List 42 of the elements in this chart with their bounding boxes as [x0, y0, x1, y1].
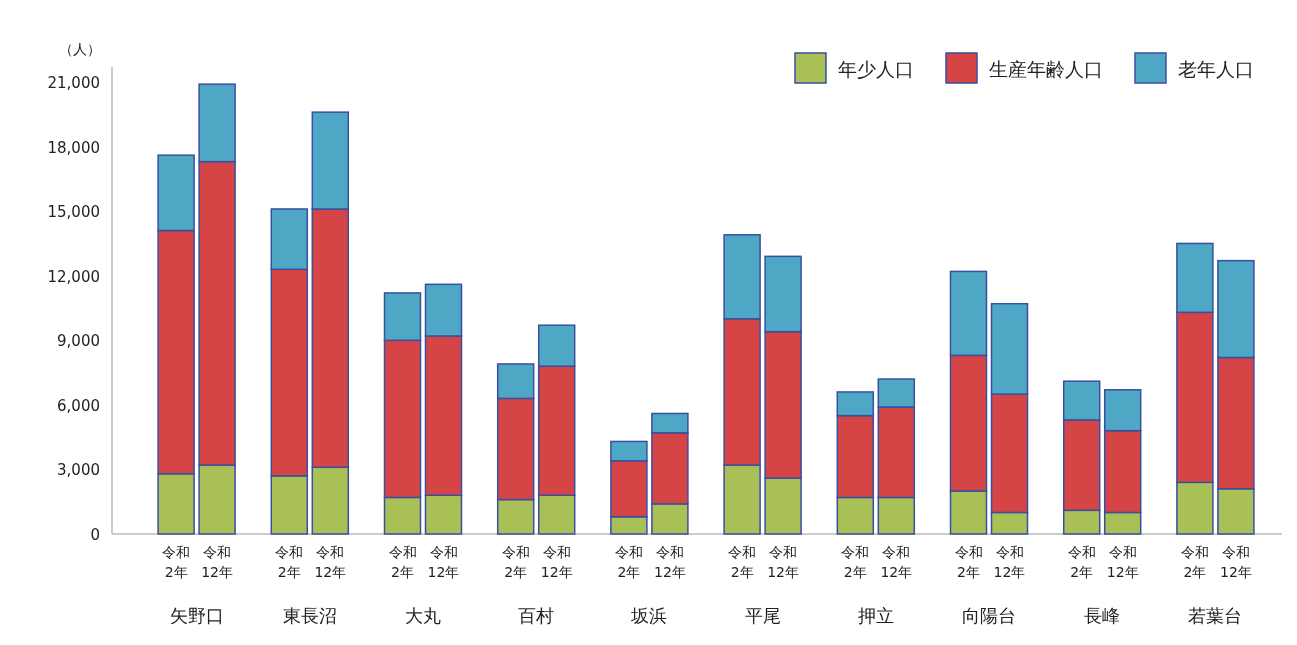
text: 押立 [857, 605, 894, 626]
x-tick-label: 令和 2年 [841, 544, 870, 580]
y-tick-label: 21,000 [47, 74, 100, 92]
text: 百村 [518, 605, 555, 626]
x-tick-label: 令和 2年 [728, 544, 757, 580]
y-tick-label: 3,000 [57, 461, 100, 480]
x-tick-label: 令和 2年 [162, 544, 191, 580]
y-axis-title: （人） [59, 41, 101, 57]
x-tick-label: 令和 12年 [993, 544, 1026, 580]
x-tick-label: 令和 2年 [388, 544, 417, 580]
x-tick-label: 令和 12年 [427, 544, 460, 580]
x-tick-label: 令和 12年 [880, 544, 913, 580]
x-tick-label: 令和 2年 [1067, 544, 1096, 580]
text: 矢野口 [169, 605, 224, 626]
text: 長峰 [1084, 605, 1121, 626]
legend-label: 生産年齢人口 [989, 58, 1103, 80]
x-tick-label: 令和 2年 [614, 544, 643, 580]
text: 東長沼 [282, 605, 337, 626]
x-tick-label: 令和 12年 [201, 544, 234, 580]
y-tick-label: 12,000 [47, 267, 100, 286]
y-tick-label: 18,000 [47, 138, 100, 157]
x-tick-label: 令和 12年 [314, 544, 347, 580]
x-tick-label: 令和 2年 [501, 544, 530, 580]
y-tick-label: 0 [90, 526, 100, 544]
y-tick-label: 9,000 [57, 332, 100, 351]
legend-label: 年少人口 [838, 58, 914, 80]
text: 向陽台 [962, 605, 1016, 626]
x-tick-label: 令和 12年 [540, 544, 573, 580]
x-tick-label: 令和 2年 [954, 544, 983, 580]
x-tick-label: 令和 12年 [1106, 544, 1139, 580]
text: 若葉台 [1188, 605, 1243, 626]
legend-label: 老年人口 [1178, 58, 1254, 80]
text: 大丸 [405, 605, 441, 626]
y-tick-label: 15,000 [47, 203, 100, 222]
x-tick-label: 令和 12年 [653, 544, 686, 580]
x-tick-label: 令和 12年 [767, 544, 800, 580]
x-tick-label: 令和 12年 [1219, 544, 1252, 580]
text: 坂浜 [630, 605, 668, 626]
x-tick-label: 令和 2年 [275, 544, 304, 580]
text: 平尾 [744, 605, 781, 626]
y-tick-label: 6,000 [57, 396, 100, 415]
x-tick-label: 令和 2年 [1180, 544, 1209, 580]
